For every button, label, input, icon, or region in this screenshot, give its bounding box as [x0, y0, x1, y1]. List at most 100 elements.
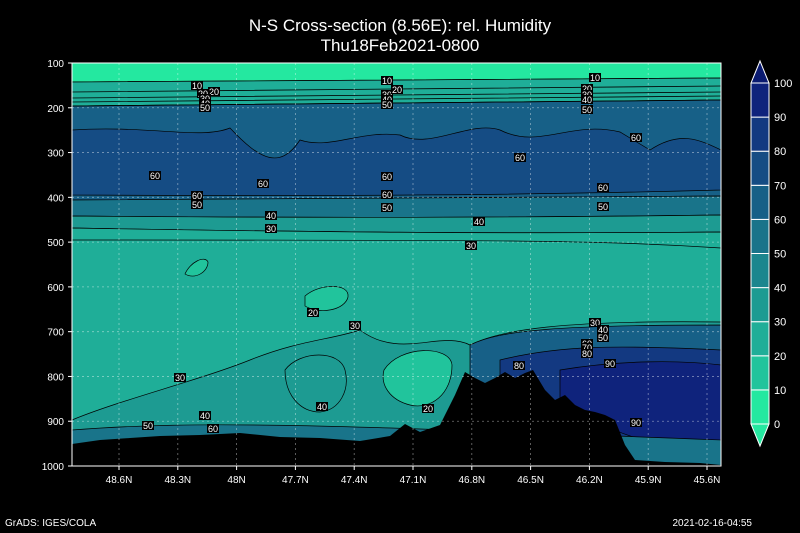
contour-label-bg [381, 100, 393, 109]
contour-label-bg [265, 224, 277, 233]
contour-label: 60 [631, 133, 641, 143]
y-tick-label: 400 [47, 193, 64, 204]
x-tick-label: 46.5N [517, 475, 544, 486]
contour-label-bg [581, 84, 593, 93]
contour-label: 30 [350, 321, 360, 331]
colorbar-label: 50 [774, 249, 786, 261]
x-tick-label: 48.3N [164, 475, 191, 486]
contour-label-bg [381, 203, 393, 212]
colorbar-top-arrow [750, 59, 770, 84]
y-tick-label: 700 [47, 328, 64, 339]
y-tick-label: 800 [47, 372, 64, 383]
contour-label: 40 [200, 411, 210, 421]
y-tick-label: 100 [47, 59, 64, 70]
contour-line-upper-3 [71, 99, 722, 107]
contour-label-bg [307, 308, 319, 317]
x-tick-label: 46.8N [458, 475, 485, 486]
contour-label: 50 [582, 105, 592, 115]
contour-label-bg [199, 94, 211, 103]
colorbar-segment [750, 184, 770, 220]
colorbar-label: 0 [774, 419, 780, 431]
contour-label-bg [473, 217, 485, 226]
contour-label-bg [191, 200, 203, 209]
x-tick-label: 45.9N [635, 475, 662, 486]
contour-label: 30 [175, 373, 185, 383]
contour-label-bg [257, 179, 269, 188]
contour-label-bg [199, 103, 211, 112]
contour-label-bg [197, 89, 209, 98]
colorbar-label: 20 [774, 351, 786, 363]
contour-label: 70 [582, 343, 592, 353]
contour-label: 40 [582, 95, 592, 105]
contour-line-upper-1 [71, 91, 722, 99]
contour-label: 50 [382, 203, 392, 213]
contour-label: 50 [200, 103, 210, 113]
colorbar-label: 40 [774, 283, 786, 295]
contour-label-bg [381, 190, 393, 199]
contour-label: 50 [598, 202, 608, 212]
colorbar-segment [750, 287, 770, 323]
contour-label-bg [581, 105, 593, 114]
contour-label-bg [381, 76, 393, 85]
contour-label-bg [589, 73, 601, 82]
contour-label-bg [208, 87, 220, 96]
contour-label: 40 [317, 402, 327, 412]
contour-label: 80 [514, 361, 524, 371]
patch-20 [382, 350, 453, 407]
contour-label-bg [581, 349, 593, 358]
colorbar-segment [750, 218, 770, 254]
contour-label-bg [191, 191, 203, 200]
contour-label: 30 [590, 318, 600, 328]
contour-label: 10 [192, 81, 202, 91]
y-tick-label: 900 [47, 417, 64, 428]
contour-label-bg [265, 211, 277, 220]
contour-label-bg [465, 241, 477, 250]
x-tick-label: 45.6N [694, 475, 721, 486]
contour-label-bg [597, 325, 609, 334]
contour-label-bg [581, 343, 593, 352]
colorbar-label: 30 [774, 317, 786, 329]
colorbar-segment [750, 150, 770, 186]
contour-label-bg [604, 359, 616, 368]
contour-label-bg [630, 133, 642, 142]
contour-label-bg [581, 90, 593, 99]
contour-label-bg [149, 171, 161, 180]
contour-label-bg [597, 333, 609, 342]
contour-label-bg [316, 402, 328, 411]
contour-label-bg [597, 183, 609, 192]
contour-label: 20 [392, 85, 402, 95]
band-mid-1 [71, 195, 722, 218]
contour-label: 30 [466, 241, 476, 251]
footer-credit: GrADS: IGES/COLA [5, 518, 97, 529]
y-tick-label: 500 [47, 238, 64, 249]
contour-label: 50 [382, 100, 392, 110]
y-tick-label: 600 [47, 283, 64, 294]
contour-label-bg [422, 404, 434, 413]
colorbar-segment [750, 116, 770, 152]
contour-label: 50 [598, 333, 608, 343]
footer-timestamp: 2021-02-16-04:55 [672, 518, 752, 529]
contour-label-bg [514, 153, 526, 162]
x-tick-label: 47.4N [341, 475, 368, 486]
colorbar-label: 60 [774, 214, 786, 226]
contour-label-bg [391, 85, 403, 94]
colorbar-label: 10 [774, 385, 786, 397]
contour-label-bg [589, 318, 601, 327]
plot-frame [71, 62, 722, 467]
contour-label-bg [581, 95, 593, 104]
contour-label-bg [207, 424, 219, 433]
contour-label-bg [174, 373, 186, 382]
colorbar-segment [750, 253, 770, 289]
contour-label: 10 [382, 76, 392, 86]
contour-label-bg [142, 421, 154, 430]
contour-label: 60 [258, 179, 268, 189]
contour-label: 60 [192, 191, 202, 201]
contour-label: 50 [143, 421, 153, 431]
contour-label: 90 [605, 359, 615, 369]
colorbar-segment [750, 389, 770, 425]
contour-label-bg [597, 202, 609, 211]
colorbar-segment [750, 355, 770, 391]
patch-40 [284, 354, 347, 413]
colorbar-segment [750, 321, 770, 357]
